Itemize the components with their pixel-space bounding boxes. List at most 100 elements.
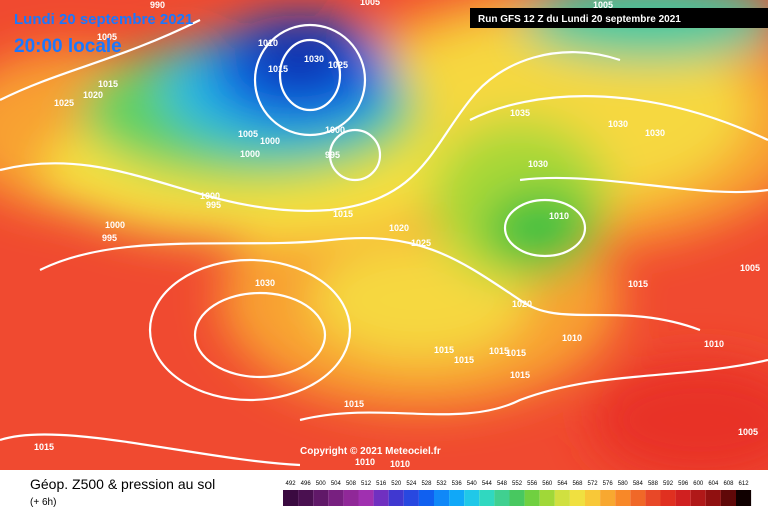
scale-label: 540 — [467, 481, 478, 487]
scale-label: 600 — [693, 481, 704, 487]
scale-swatch — [660, 490, 676, 506]
isobar-label: 1035 — [510, 108, 530, 118]
scale-label: 612 — [739, 481, 750, 487]
scale-label: 564 — [557, 481, 568, 487]
isobar-label: 1000 — [325, 125, 345, 135]
isobar-label: 1020 — [389, 223, 409, 233]
scale-label: 552 — [512, 481, 523, 487]
scale-label: 508 — [346, 481, 357, 487]
isobar-label: 995 — [102, 233, 117, 243]
date: Lundi 20 septembre 2021 — [14, 11, 193, 28]
isobar-label: 1010 — [549, 211, 569, 221]
isobar-label: 1000 — [200, 191, 220, 201]
scale-swatch — [539, 490, 555, 506]
isobar-label: 1010 — [562, 333, 582, 343]
scale-swatch — [464, 490, 480, 506]
isobar-label: 1025 — [54, 98, 74, 108]
isobar-label: 1010 — [704, 339, 724, 349]
scale-swatch — [283, 490, 299, 506]
isobar-label: 1030 — [528, 159, 548, 169]
time: 20:00 locale — [14, 36, 122, 57]
run-info: Run GFS 12 Z du Lundi 20 septembre 2021 — [478, 14, 681, 25]
scale-swatch — [434, 490, 450, 506]
scale-swatch — [585, 490, 601, 506]
geopotential-field — [0, 0, 768, 470]
isobar-label: 1020 — [83, 90, 103, 100]
color-scale: 492 496 500 504 508 512 516 520 524 528 532 536 540 5… — [283, 481, 752, 506]
isobar-label: 1030 — [608, 119, 628, 129]
scale-label: 528 — [421, 481, 432, 487]
scale-swatch — [645, 490, 661, 506]
scale-label: 548 — [497, 481, 508, 487]
scale-swatch — [615, 490, 631, 506]
isobar-label: 995 — [206, 200, 221, 210]
isobar-label: 1015 — [344, 399, 364, 409]
scale-label: 580 — [618, 481, 629, 487]
scale-swatch — [373, 490, 389, 506]
isobar-label: 1025 — [411, 238, 431, 248]
scale-label: 532 — [437, 481, 448, 487]
scale-label: 504 — [331, 481, 342, 487]
scale-swatch — [343, 490, 359, 506]
scale-swatch — [328, 490, 344, 506]
scale-label: 512 — [361, 481, 372, 487]
scale-swatch — [403, 490, 419, 506]
isobar-label: 1005 — [360, 0, 380, 7]
isobar-label: 1010 — [355, 457, 375, 467]
isobar-label: 1030 — [304, 54, 324, 64]
isobar-label: 1015 — [434, 345, 454, 355]
isobar-label: 1015 — [489, 346, 509, 356]
isobar-label: 1015 — [34, 442, 54, 452]
scale-swatch — [690, 490, 706, 506]
isobar-label: 1025 — [328, 60, 348, 70]
scale-swatch — [554, 490, 570, 506]
scale-label: 584 — [633, 481, 644, 487]
scale-label: 492 — [286, 481, 297, 487]
legend-title: Géop. Z500 & pression au sol — [30, 476, 215, 492]
isobar-label: 1010 — [258, 38, 278, 48]
scale-swatch — [630, 490, 646, 506]
scale-label: 604 — [708, 481, 719, 487]
copyright: Copyright © 2021 Meteociel.fr — [300, 446, 441, 457]
isobar-label: 1015 — [333, 209, 353, 219]
map: 990 1005100510101015102010251015103010251… — [0, 0, 768, 470]
scale-label: 592 — [663, 481, 674, 487]
isobar-label: 1015 — [506, 348, 526, 358]
isobar-label: 1000 — [105, 220, 125, 230]
isobar-label: 1020 — [512, 299, 532, 309]
scale-label: 568 — [572, 481, 583, 487]
scale-swatch — [705, 490, 721, 506]
scale-label: 572 — [588, 481, 599, 487]
scale-swatch — [298, 490, 314, 506]
scale-label: 544 — [482, 481, 493, 487]
scale-swatch — [449, 490, 465, 506]
scale-label: 520 — [391, 481, 402, 487]
scale-swatch — [313, 490, 329, 506]
isobar-label: 1005 — [97, 32, 117, 42]
isobar-label: 1015 — [628, 279, 648, 289]
scale-swatch — [418, 490, 434, 506]
scale-label: 556 — [527, 481, 538, 487]
scale-swatch — [479, 490, 495, 506]
legend-subtitle: (+ 6h) — [30, 497, 56, 508]
scale-swatch — [509, 490, 525, 506]
isobar-label: 1010 — [390, 459, 410, 469]
scale-swatch — [524, 490, 540, 506]
isobar-label: 1000 — [260, 136, 280, 146]
scale-label: 524 — [406, 481, 417, 487]
isobar-label: 1005 — [738, 427, 758, 437]
scale-swatch — [358, 490, 374, 506]
scale-swatch — [600, 490, 616, 506]
scale-label: 516 — [376, 481, 387, 487]
run-banner — [470, 8, 768, 28]
scale-label: 560 — [542, 481, 553, 487]
scale-label: 588 — [648, 481, 659, 487]
scale-label: 536 — [452, 481, 463, 487]
isobar-label: 1015 — [268, 64, 288, 74]
isobar-label: 1015 — [98, 79, 118, 89]
isobar-labels: 990 1005100510101015102010251015103010251… — [34, 0, 760, 469]
scale-label: 496 — [301, 481, 312, 487]
isobar-label: 1030 — [645, 128, 665, 138]
isobars — [0, 19, 768, 467]
